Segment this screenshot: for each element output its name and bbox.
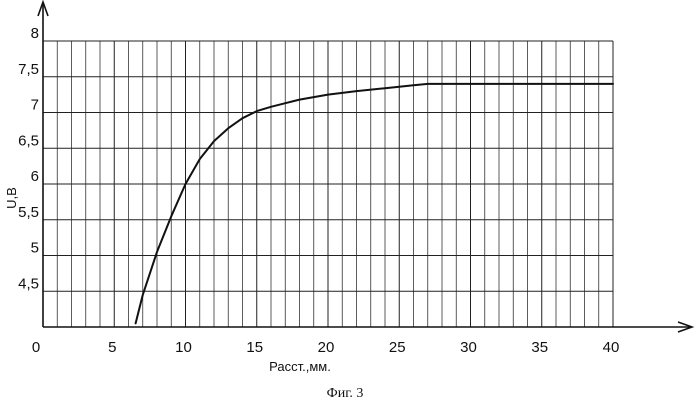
- y-tick-label: 7,5: [18, 61, 39, 78]
- chart-axes: [38, 2, 692, 332]
- x-tick-label: 25: [389, 339, 406, 356]
- x-tick-labels: 0 5 10 15 20 25 30 35 40: [32, 339, 620, 356]
- y-tick-label: 8: [31, 25, 39, 42]
- y-tick-label: 6: [31, 168, 39, 185]
- y-tick-label: 4,5: [18, 275, 39, 292]
- y-tick-label: 5,5: [18, 204, 39, 221]
- x-tick-label: 35: [531, 339, 548, 356]
- y-tick-labels: 4,5 5 5,5 6 6,5 7 7,5 8: [18, 25, 39, 292]
- figure-caption: Фиг. 3: [327, 386, 364, 401]
- y-tick-label: 6,5: [18, 132, 39, 149]
- x-tick-label: 40: [603, 339, 620, 356]
- y-tick-label: 7: [31, 97, 39, 114]
- x-tick-label: 20: [318, 339, 335, 356]
- x-tick-label: 10: [175, 339, 192, 356]
- x-tick-label: 0: [32, 339, 40, 356]
- y-axis-label: U,B: [4, 187, 19, 209]
- x-tick-label: 15: [246, 339, 263, 356]
- x-axis-label: Расст.,мм.: [269, 359, 331, 374]
- x-tick-label: 30: [460, 339, 477, 356]
- x-tick-label: 5: [108, 339, 116, 356]
- y-tick-label: 5: [31, 240, 39, 257]
